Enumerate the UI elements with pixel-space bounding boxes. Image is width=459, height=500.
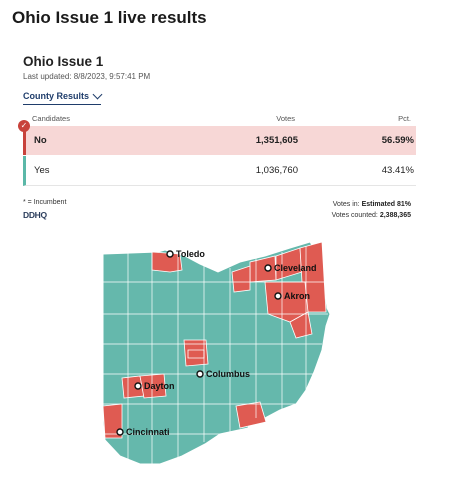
table-row-no: ✓ No 1,351,605 56.59% — [18, 120, 416, 155]
ddhq-logo: DDHQ — [23, 210, 47, 220]
county-delaware — [187, 349, 205, 359]
city-label: Columbus — [206, 369, 250, 379]
candidate-pct: 43.41% — [381, 165, 414, 176]
city-dayton: Dayton — [134, 381, 175, 391]
candidate-name: Yes — [34, 165, 50, 176]
widget-title: Ohio Issue 1 — [23, 54, 104, 69]
header-candidates: Candidates — [32, 114, 70, 123]
city-label: Cincinnati — [126, 427, 170, 437]
winner-check-icon: ✓ — [18, 120, 30, 132]
candidate-pct: 56.59% — [381, 135, 414, 146]
city-cincinnati: Cincinnati — [116, 427, 170, 437]
incumbent-note: * = Incumbent — [23, 199, 67, 206]
candidate-votes: 1,036,760 — [255, 165, 298, 176]
city-columbus: Columbus — [196, 369, 250, 379]
city-label: Toledo — [176, 249, 205, 259]
city-akron: Akron — [274, 291, 310, 301]
footer-right: Votes in: Estimated 81% Votes counted: 2… — [332, 199, 411, 221]
last-updated: Last updated: 8/8/2023, 9:57:41 PM — [23, 72, 151, 81]
page-title: Ohio Issue 1 live results — [12, 8, 207, 27]
city-cleveland: Cleveland — [264, 263, 317, 273]
dropdown-label: County Results — [23, 91, 90, 101]
votes-in: Votes in: Estimated 81% — [332, 199, 411, 210]
footer-left: * = Incumbent DDHQ — [23, 199, 66, 220]
candidate-votes: 1,351,605 — [255, 135, 298, 146]
city-label: Akron — [284, 291, 310, 301]
county-borders — [103, 246, 330, 464]
votes-counted: Votes counted: 2,388,365 — [332, 210, 411, 221]
results-widget: Ohio Issue 1 Last updated: 8/8/2023, 9:5… — [18, 54, 416, 220]
city-markers: Toledo Cleveland Akron Columbus Dayton C… — [116, 249, 317, 437]
header-pct: Pct. — [398, 114, 411, 123]
city-label: Cleveland — [274, 263, 317, 273]
votes-in-label: Votes in: — [332, 201, 360, 208]
results-table-header: Candidates Votes Pct. — [23, 114, 413, 126]
county-athens — [235, 401, 267, 429]
header-votes: Votes — [276, 114, 295, 123]
city-label: Dayton — [144, 381, 175, 391]
ohio-county-map[interactable]: Toledo Cleveland Akron Columbus Dayton C… — [100, 242, 332, 476]
table-row-yes: Yes 1,036,760 43.41% — [23, 156, 416, 186]
candidate-name: No — [34, 135, 47, 146]
county-greene — [139, 373, 167, 399]
no-counties — [102, 242, 327, 439]
county-hamilton — [102, 403, 123, 439]
county-lorain — [231, 265, 251, 293]
county-results-dropdown[interactable]: County Results — [23, 89, 103, 105]
votes-counted-value: 2,388,365 — [379, 212, 411, 219]
city-toledo: Toledo — [166, 249, 205, 259]
votes-in-value: Estimated 81% — [361, 201, 411, 208]
chevron-down-icon — [92, 89, 103, 100]
votes-counted-label: Votes counted: — [331, 212, 378, 219]
county-mahoning — [289, 311, 313, 339]
